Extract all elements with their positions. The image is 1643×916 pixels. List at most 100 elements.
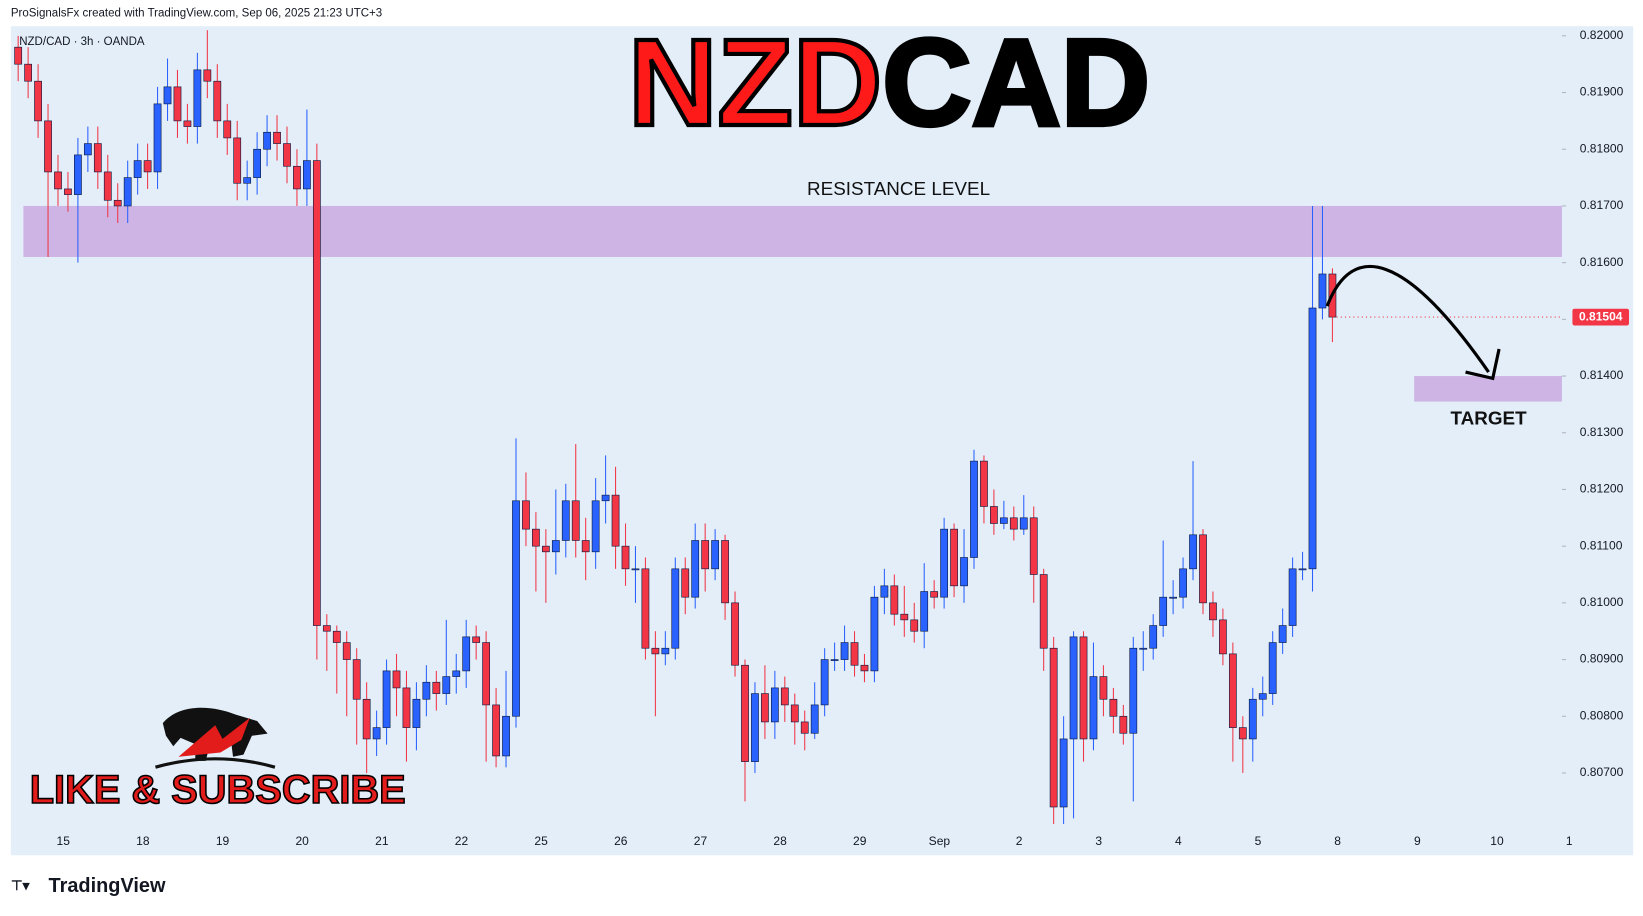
y-tick-label: 0.81100 [1580,538,1623,552]
candle-body [1238,727,1247,740]
y-tick-label: 0.81200 [1580,482,1624,496]
y-tick-label: 0.81900 [1580,85,1624,99]
candle-body [1099,676,1108,700]
candle-body [581,540,590,553]
candle-body [1288,568,1297,626]
x-tick-label: Sep [929,834,951,848]
candle-body [970,460,978,558]
candle-body [1079,636,1088,740]
last-price-box [1572,308,1630,326]
candle-body [173,86,182,122]
candle-body [1219,619,1227,655]
y-tick-label: 0.81000 [1580,595,1624,609]
candle-body [681,568,690,598]
candle-body [1089,676,1098,740]
candle-body [790,704,799,723]
candle-body [153,103,162,173]
y-tick-label: 0.81600 [1580,255,1624,269]
candle-body [561,500,570,541]
candle-body [382,670,391,728]
brand-mark: ⊤▾ [11,878,31,893]
candle-body [322,625,331,632]
candle-body [362,698,371,740]
candle-body [1189,534,1197,570]
candle-body [163,86,172,105]
x-tick-label: 21 [375,834,389,848]
header: ProSignalsFx created with TradingView.co… [11,8,382,20]
zone [23,205,1562,257]
candle-body [223,120,232,139]
candle-body [691,540,700,598]
candle-body [133,160,142,178]
promo: LIKE & SUBSCRIBE [30,768,406,812]
candle-body [960,557,968,587]
candle-body [34,80,42,122]
candle-body [990,506,998,524]
candle-body [462,636,471,672]
candle-body [721,540,729,604]
candle-body [54,171,62,190]
x-tick-label: 25 [534,834,548,848]
candle-body [502,715,510,757]
candle-body [1179,568,1187,598]
x-tick-label: 18 [136,834,150,848]
candle-body [900,613,909,621]
candle-body [980,460,988,507]
candle-body [641,568,650,649]
y-tick-label: 0.81300 [1580,425,1624,439]
candle-body [452,670,461,677]
candle-body [263,131,271,150]
y-tick-label: 0.80800 [1580,708,1624,722]
candle-body [940,528,949,598]
candle-body [193,69,202,127]
candle-body [1119,715,1128,734]
candle-body [850,642,859,666]
x-tick-label: 10 [1490,834,1504,848]
candle-body [512,500,520,717]
candle-body [840,642,849,660]
candle-body [113,199,122,207]
candle-body [1209,602,1217,621]
candle-body [412,698,421,728]
candle-body [243,177,252,184]
candle-body [1059,738,1068,808]
candle-body [999,517,1008,524]
candle-body [631,568,640,571]
candle-body [671,568,680,649]
candle-body [532,528,540,547]
candle-body [342,642,351,660]
candle-body [761,693,769,723]
y-tick-label: 0.81700 [1580,198,1624,212]
candle-body [731,602,739,666]
forecast-arrow [1325,264,1490,373]
candle-body [372,727,381,740]
candle-body [591,500,600,553]
candle-body [601,494,610,502]
candle-body [283,143,291,167]
candle-body [74,154,82,195]
candle-body [930,591,939,598]
candle-body [293,165,301,190]
candle-body [1009,517,1018,530]
arrow-head [1465,348,1501,381]
candle-body [183,120,192,127]
y-tick-label: 0.82000 [1580,28,1624,42]
candle-body [472,636,481,643]
x-tick-label: 22 [455,834,469,848]
candle-body [522,500,530,530]
candle-body [751,693,759,762]
x-tick-label: 9 [1414,834,1421,848]
candle-body [711,540,720,570]
last-price-label: 0.81504 [1579,309,1623,323]
candle-body [651,647,660,655]
candle-body [1278,625,1287,643]
candle-body [770,687,779,723]
candle-body [143,160,152,173]
title-part: NZD [628,14,882,152]
y-tick-label: 0.80900 [1580,652,1624,666]
x-tick-label: 5 [1255,834,1262,848]
symbol: NZD/CAD · 3h · OANDA [19,36,145,48]
candle-body [1159,596,1168,626]
candle-body [920,591,929,632]
x-tick-label: 28 [773,834,787,848]
